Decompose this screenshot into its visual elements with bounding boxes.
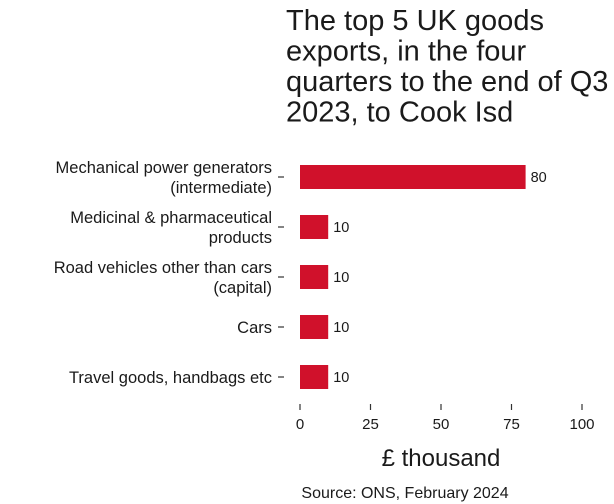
chart-title-line: quarters to the end of Q3 [286,66,608,98]
bar [300,265,329,289]
category-label: (capital) [213,279,272,297]
x-tick-label: 25 [362,416,379,433]
y-axis-ticks [278,176,284,378]
bar-value-label: 10 [333,220,349,236]
x-tick-label: 50 [433,416,450,433]
chart-title-line: The top 5 UK goods [286,5,544,37]
category-label: (intermediate) [170,179,272,197]
source-note: Source: ONS, February 2024 [301,485,508,502]
bar-value-label: 80 [531,170,547,186]
bar-value-label: 10 [333,370,349,386]
bar [300,215,329,239]
chart-title-line: exports, in the four [286,36,527,68]
bars [300,165,526,389]
category-label: Cars [237,319,272,337]
bar-value-label: 10 [333,270,349,286]
x-axis-title: £ thousand [382,445,501,472]
bar [300,315,329,339]
x-tick-label: 75 [503,416,520,433]
bar [300,165,526,189]
bar [300,365,329,389]
category-labels: Mechanical power generators (intermediate… [54,159,272,387]
category-label: Travel goods, handbags etc [69,369,272,387]
chart-title-line: 2023, to Cook Isd [286,97,513,129]
value-labels: 80 10 10 10 10 [333,170,547,386]
bar-value-label: 10 [333,320,349,336]
x-axis: 0 25 50 75 100 [296,404,595,433]
category-label: Road vehicles other than cars [54,259,272,277]
category-label: Mechanical power generators [56,159,272,177]
x-tick-label: 100 [569,416,594,433]
x-tick-label: 0 [296,416,304,433]
category-label: Medicinal & pharmaceutical [70,209,272,227]
category-label: products [209,229,272,247]
